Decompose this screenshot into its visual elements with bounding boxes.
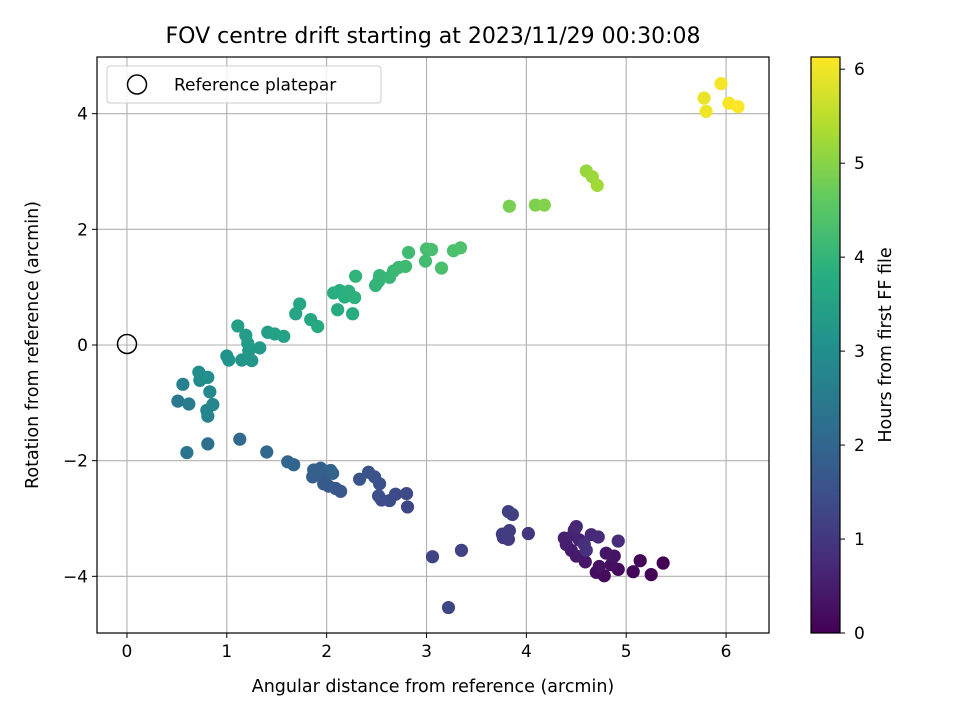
y-tick-label: 2 <box>77 220 88 240</box>
colorbar-tick-label: 0 <box>854 624 865 644</box>
x-tick-label: 2 <box>321 642 332 662</box>
data-point <box>311 319 325 334</box>
x-axis-ticks: 0 1 2 3 4 5 6 <box>122 633 732 662</box>
legend-marker <box>126 74 148 95</box>
data-point <box>697 91 711 105</box>
data-point <box>453 241 468 255</box>
data-point <box>441 600 456 615</box>
colorbar: 0 1 2 3 4 5 6 Hours from first FF file <box>810 56 896 644</box>
data-point <box>599 546 613 560</box>
colorbar-label: Hours from first FF file <box>876 247 896 442</box>
data-point <box>353 472 367 486</box>
colorbar-tick-label: 6 <box>854 60 865 80</box>
data-point <box>349 269 363 283</box>
data-point <box>592 559 606 574</box>
data-point <box>361 465 376 479</box>
data-point <box>201 370 215 384</box>
data-point <box>281 455 295 469</box>
x-axis-label: Angular distance from reference (arcmin) <box>252 677 615 697</box>
data-point <box>434 261 449 275</box>
data-point <box>398 259 413 273</box>
colorbar-tick-label: 1 <box>854 530 865 550</box>
data-point <box>521 526 535 541</box>
data-point <box>222 353 236 367</box>
data-point <box>206 397 220 412</box>
data-point <box>591 530 605 544</box>
grid <box>97 57 769 633</box>
data-point <box>260 445 274 459</box>
data-point <box>277 329 291 343</box>
data-point <box>203 385 217 399</box>
data-point <box>537 198 551 212</box>
data-point <box>505 507 519 522</box>
data-point <box>239 328 253 342</box>
x-tick-label: 0 <box>122 642 133 662</box>
colorbar-tick-label: 4 <box>854 248 865 268</box>
data-point <box>326 466 340 480</box>
data-point <box>233 432 247 446</box>
data-point <box>424 242 439 257</box>
data-point <box>633 554 647 568</box>
data-point <box>314 461 328 475</box>
data-point <box>371 489 386 503</box>
data-point <box>454 543 469 557</box>
data-point <box>425 550 440 564</box>
colorbar-tick-label: 3 <box>854 342 865 362</box>
colorbar-ticks: 0 1 2 3 4 5 6 <box>840 60 865 644</box>
data-point <box>348 290 362 305</box>
data-point <box>372 269 387 283</box>
data-point <box>418 254 433 268</box>
data-point <box>401 245 416 260</box>
data-point <box>235 353 249 367</box>
data-point <box>293 297 307 311</box>
colorbar-gradient <box>810 56 841 634</box>
x-tick-label: 3 <box>421 642 432 662</box>
chart-title: FOV centre drift starting at 2023/11/29 … <box>166 24 701 49</box>
data-points <box>171 77 745 615</box>
y-tick-label: −4 <box>63 567 88 587</box>
data-point <box>171 394 185 408</box>
data-point <box>656 556 670 570</box>
colorbar-tick-label: 2 <box>854 436 865 456</box>
data-point <box>399 487 414 501</box>
colorbar-tick-label: 5 <box>854 154 865 174</box>
data-point <box>180 445 194 460</box>
legend-box <box>106 65 382 104</box>
data-point <box>590 178 604 192</box>
legend-label: Reference platepar <box>174 76 336 96</box>
data-point <box>579 543 593 557</box>
x-tick-label: 5 <box>621 642 632 662</box>
y-axis-ticks: −4 −2 0 2 4 <box>63 105 97 587</box>
data-point <box>400 500 415 514</box>
data-point <box>714 77 728 91</box>
data-point <box>569 519 583 534</box>
data-point <box>731 100 745 114</box>
y-tick-label: −2 <box>63 452 88 472</box>
data-point <box>346 307 360 321</box>
x-tick-label: 6 <box>721 642 732 662</box>
data-point <box>644 567 658 582</box>
data-point <box>253 341 267 355</box>
data-point <box>495 527 509 541</box>
y-tick-label: 4 <box>77 105 88 125</box>
legend: Reference platepar <box>106 65 382 104</box>
data-point <box>502 199 516 213</box>
data-point <box>231 319 245 333</box>
data-point <box>626 565 640 579</box>
data-point <box>201 437 215 451</box>
y-axis-label: Rotation from reference (arcmin) <box>23 201 43 489</box>
data-point <box>699 104 713 118</box>
data-point <box>182 397 196 411</box>
x-tick-label: 4 <box>521 642 532 662</box>
y-tick-label: 0 <box>77 336 88 356</box>
data-point <box>176 377 190 391</box>
data-point <box>611 534 625 548</box>
data-point <box>331 303 345 317</box>
x-tick-label: 1 <box>221 642 232 662</box>
reference-point <box>116 333 138 355</box>
